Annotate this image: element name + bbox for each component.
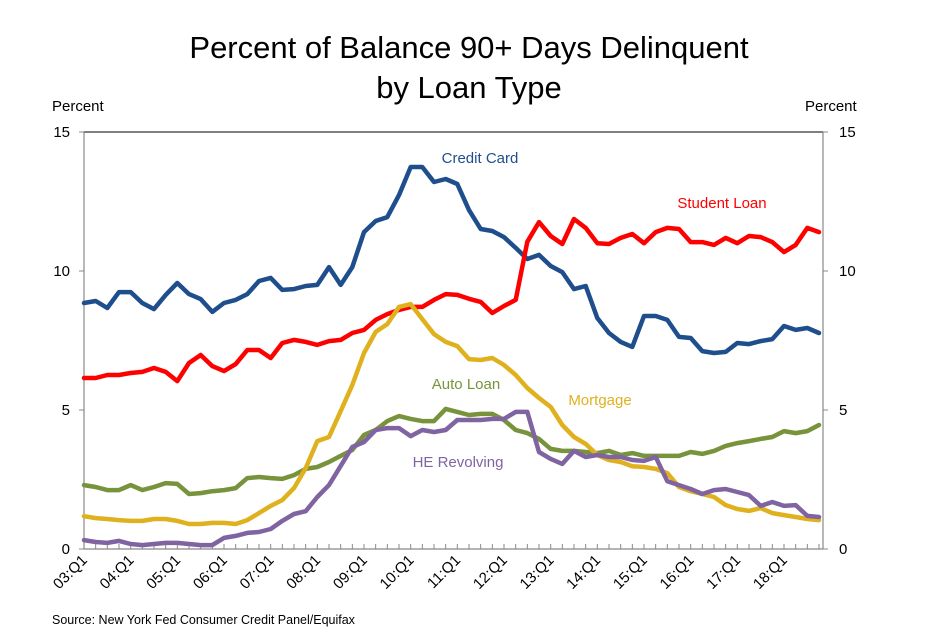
- series-labels: Credit Card Student Loan Auto Loan Mortgage…: [413, 150, 767, 471]
- x-tick-label: 18:Q1: [750, 552, 791, 593]
- series-label-student-loan: Student Loan: [677, 195, 766, 212]
- plot-frame: [83, 131, 824, 550]
- right-y-tick-label: 0: [839, 541, 847, 558]
- x-tick-label: 03:Q1: [50, 552, 91, 593]
- x-tick-label: 12:Q1: [470, 552, 511, 593]
- series-line-auto-loan: [81, 406, 822, 497]
- series-label-credit-card: Credit Card: [442, 150, 519, 167]
- x-tick-label: 09:Q1: [330, 552, 371, 593]
- right-y-tick-label: 15: [839, 124, 856, 141]
- x-axis: 03:Q1 04:Q1 05:Q1 06:Q1 07:Q1 08:Q1 09:Q1 10:Q1…: [50, 544, 820, 593]
- x-tick-label: 05:Q1: [143, 552, 184, 593]
- series-line-credit-card: [81, 164, 822, 356]
- x-tick-label: 14:Q1: [563, 552, 604, 593]
- left-axis-unit-label: Percent: [52, 98, 105, 115]
- x-tick-label: 13:Q1: [517, 552, 558, 593]
- chart-title: Percent of Balance 90+ Days Delinquent: [189, 30, 749, 65]
- x-tick-label: 16:Q1: [657, 552, 698, 593]
- series-line-student-loan: [81, 216, 822, 384]
- x-tick-label: 11:Q1: [424, 552, 464, 592]
- series-label-mortgage: Mortgage: [568, 392, 631, 409]
- x-tick-label: 15:Q1: [610, 552, 651, 593]
- left-y-axis: 0 5 10 15: [53, 124, 84, 558]
- chart-subtitle: by Loan Type: [376, 70, 562, 105]
- right-y-tick-label: 5: [839, 402, 847, 419]
- x-tick-label: 07:Q1: [237, 552, 278, 593]
- left-y-tick-label: 15: [53, 124, 70, 141]
- x-tick-label: 08:Q1: [283, 552, 324, 593]
- source-note: Source: New York Fed Consumer Credit Pan…: [52, 613, 356, 627]
- series-lines: [81, 164, 822, 548]
- right-axis-unit-label: Percent: [805, 98, 858, 115]
- x-tick-label: 10:Q1: [377, 552, 418, 593]
- x-tick-label: 17:Q1: [703, 552, 744, 593]
- left-y-tick-label: 10: [53, 263, 70, 280]
- x-tick-label: 06:Q1: [190, 552, 231, 593]
- left-y-tick-label: 0: [62, 541, 70, 558]
- right-y-axis: 0 5 10 15: [823, 124, 856, 558]
- right-y-tick-label: 10: [839, 263, 856, 280]
- x-tick-label: 04:Q1: [97, 552, 138, 593]
- series-label-auto-loan: Auto Loan: [432, 376, 500, 393]
- series-line-he-revolving: [81, 409, 822, 548]
- left-y-tick-label: 5: [62, 402, 70, 419]
- series-label-he-revolving: HE Revolving: [413, 454, 504, 471]
